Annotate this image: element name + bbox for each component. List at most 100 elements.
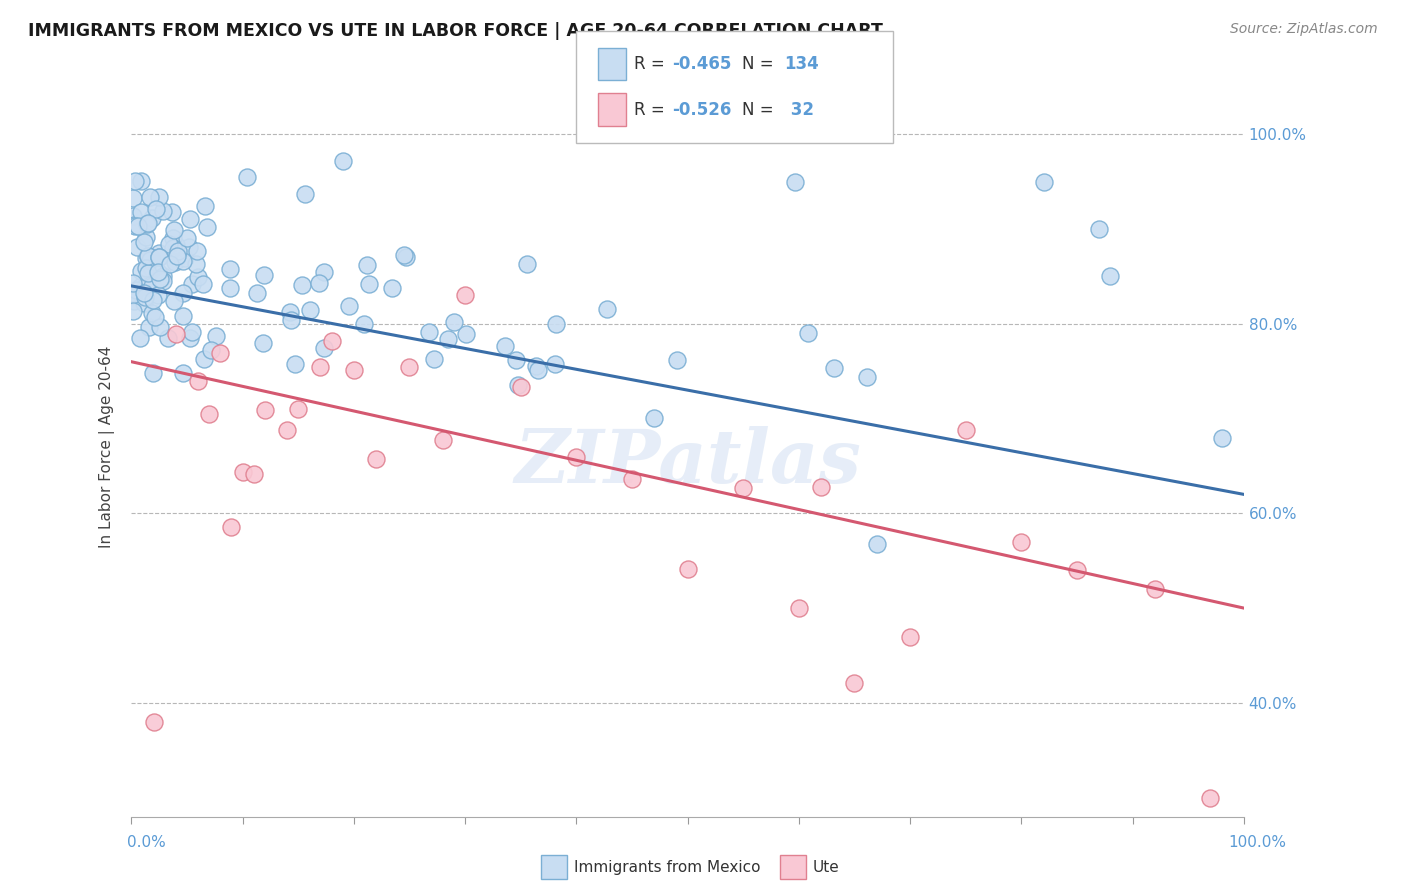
Point xyxy=(121,288,143,302)
Point xyxy=(146,288,169,302)
Point xyxy=(298,302,321,317)
Point xyxy=(152,269,174,284)
Point xyxy=(1010,534,1032,549)
Point xyxy=(332,153,354,168)
Point xyxy=(364,451,387,466)
Point xyxy=(139,253,162,268)
Text: Ute: Ute xyxy=(813,860,839,874)
Point xyxy=(124,174,146,188)
Point xyxy=(844,676,866,690)
Point xyxy=(193,351,215,366)
Point xyxy=(187,375,209,389)
Point xyxy=(308,276,330,290)
Point xyxy=(278,305,301,319)
Point xyxy=(253,403,276,417)
Point xyxy=(162,231,184,245)
Point xyxy=(135,251,157,265)
Point xyxy=(179,240,201,254)
Point xyxy=(524,359,547,373)
Point xyxy=(546,317,568,331)
Point xyxy=(666,353,689,368)
Point xyxy=(134,290,156,304)
Point xyxy=(141,262,163,277)
Y-axis label: In Labor Force | Age 20-64: In Labor Force | Age 20-64 xyxy=(100,346,115,549)
Text: Source: ZipAtlas.com: Source: ZipAtlas.com xyxy=(1230,22,1378,37)
Text: IMMIGRANTS FROM MEXICO VS UTE IN LABOR FORCE | AGE 20-64 CORRELATION CHART: IMMIGRANTS FROM MEXICO VS UTE IN LABOR F… xyxy=(28,22,883,40)
Point xyxy=(121,192,143,206)
Point xyxy=(855,370,877,384)
Point xyxy=(132,295,155,310)
Point xyxy=(195,219,218,234)
Point xyxy=(797,326,820,340)
Point xyxy=(276,423,298,437)
Point xyxy=(620,472,643,486)
Point xyxy=(353,318,375,332)
Point xyxy=(596,302,619,317)
Point xyxy=(166,249,188,263)
Point xyxy=(148,251,170,265)
Point xyxy=(252,335,274,350)
Point xyxy=(321,334,343,348)
Point xyxy=(125,240,148,254)
Point xyxy=(209,346,232,360)
Text: 32: 32 xyxy=(785,101,814,119)
Point xyxy=(127,219,149,233)
Point xyxy=(456,327,478,342)
Point xyxy=(136,266,159,280)
Point xyxy=(395,250,418,264)
Point xyxy=(121,304,143,318)
Point xyxy=(218,281,240,295)
Point xyxy=(955,423,977,437)
Point xyxy=(1143,582,1166,596)
Point xyxy=(312,265,335,279)
Point xyxy=(508,377,530,392)
Point xyxy=(129,174,152,188)
Point xyxy=(159,257,181,271)
Point xyxy=(121,286,143,301)
Point xyxy=(280,313,302,327)
Point xyxy=(121,209,143,223)
Point xyxy=(136,218,159,232)
Point xyxy=(1066,563,1088,577)
Point xyxy=(134,286,156,301)
Point xyxy=(381,281,404,295)
Point xyxy=(124,219,146,234)
Point xyxy=(246,285,269,300)
Point xyxy=(1032,175,1054,189)
Point xyxy=(128,331,150,345)
Point xyxy=(152,203,174,218)
Text: Immigrants from Mexico: Immigrants from Mexico xyxy=(574,860,761,874)
Point xyxy=(423,351,446,366)
Point xyxy=(294,187,316,202)
Point xyxy=(136,216,159,230)
Point xyxy=(1199,790,1222,805)
Point xyxy=(194,199,217,213)
Point xyxy=(221,519,243,533)
Point xyxy=(176,231,198,245)
Point xyxy=(129,205,152,219)
Point xyxy=(418,325,440,339)
Text: 134: 134 xyxy=(785,55,820,73)
Point xyxy=(138,320,160,334)
Point xyxy=(436,332,458,346)
Point xyxy=(733,481,755,495)
Point xyxy=(309,359,332,374)
Point xyxy=(165,237,187,252)
Point xyxy=(148,246,170,260)
Point xyxy=(509,380,531,394)
Point xyxy=(152,274,174,288)
Point xyxy=(180,325,202,339)
Text: 0.0%: 0.0% xyxy=(127,836,166,850)
Point xyxy=(163,294,186,309)
Point xyxy=(204,329,226,343)
Point xyxy=(1099,269,1122,284)
Point xyxy=(1088,222,1111,236)
Point xyxy=(172,366,194,380)
Point xyxy=(1211,430,1233,444)
Point xyxy=(823,361,845,376)
Point xyxy=(135,260,157,275)
Point xyxy=(163,223,186,237)
Point xyxy=(186,244,208,259)
Point xyxy=(136,249,159,263)
Text: -0.465: -0.465 xyxy=(672,55,731,73)
